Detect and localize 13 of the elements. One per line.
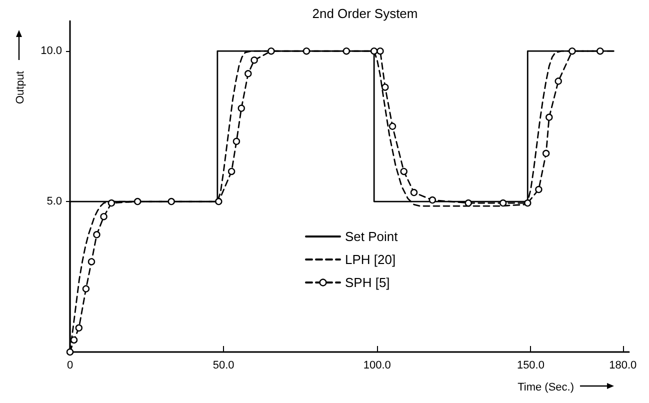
y-tick-label: 5.0 xyxy=(46,196,62,208)
y-tick-label: 10.0 xyxy=(40,45,62,58)
legend-label: SPH [5] xyxy=(345,275,390,290)
x-tick-label: 150.0 xyxy=(516,360,544,372)
y-axis-title: Output xyxy=(14,71,26,104)
x-tick-label: 100.0 xyxy=(363,360,391,372)
x-tick-label: 50.0 xyxy=(212,360,234,372)
x-tick-label: 0 xyxy=(66,360,74,372)
x-axis-title: Time (Sec.) xyxy=(518,382,574,394)
legend-label: Set Point xyxy=(345,229,398,244)
chart-title: 2nd Order System xyxy=(312,6,418,21)
x-tick-label: 180.0 xyxy=(609,360,637,372)
legend-label: LPH [20] xyxy=(345,252,396,267)
